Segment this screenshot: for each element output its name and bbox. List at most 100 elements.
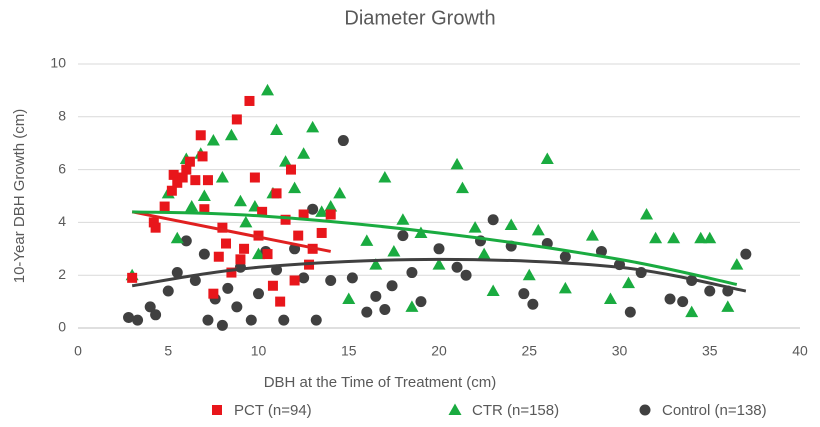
data-point	[239, 215, 253, 228]
data-point	[208, 288, 219, 299]
y-tick-label: 0	[58, 319, 66, 335]
data-point	[396, 213, 410, 225]
data-point	[721, 300, 735, 312]
data-point	[559, 251, 571, 263]
data-point	[172, 177, 183, 188]
data-point	[144, 301, 156, 313]
data-point	[522, 268, 536, 281]
data-point	[685, 305, 699, 318]
data-point	[325, 274, 337, 286]
data-point	[622, 276, 636, 289]
data-point	[206, 134, 220, 146]
data-point	[199, 204, 210, 215]
data-point	[288, 181, 302, 194]
legend-label: CTR (n=158)	[472, 402, 559, 419]
x-tick-label: 20	[431, 343, 447, 359]
y-tick-label: 4	[58, 213, 66, 229]
data-point	[432, 258, 446, 270]
y-tick-label: 6	[58, 160, 66, 176]
data-point	[298, 272, 310, 284]
data-point	[315, 205, 329, 217]
data-point	[184, 156, 195, 167]
data-point	[370, 290, 382, 302]
y-tick-label: 8	[58, 108, 66, 124]
trend-line	[131, 210, 331, 253]
data-point	[346, 272, 358, 284]
data-point	[527, 298, 539, 310]
data-point	[704, 285, 716, 297]
data-point	[486, 284, 500, 297]
data-point	[185, 200, 199, 212]
data-point	[450, 157, 464, 170]
data-point	[297, 147, 311, 159]
data-point	[132, 314, 144, 326]
data-point	[150, 309, 162, 321]
data-point	[249, 172, 260, 183]
data-point	[202, 314, 214, 326]
data-point	[217, 222, 228, 233]
data-point	[162, 285, 174, 297]
data-point	[397, 230, 409, 242]
legend-marker	[212, 405, 222, 415]
data-point	[215, 171, 229, 183]
data-point	[289, 275, 300, 286]
data-point	[531, 223, 545, 236]
data-point	[406, 267, 418, 279]
data-point	[170, 231, 184, 244]
data-point	[386, 280, 398, 292]
data-point	[504, 218, 518, 231]
data-point	[202, 175, 213, 186]
data-point	[267, 280, 278, 291]
data-point	[387, 244, 401, 257]
data-point	[148, 217, 159, 228]
data-point	[518, 288, 530, 300]
data-point	[433, 243, 445, 255]
data-point	[740, 248, 752, 260]
data-point	[271, 188, 282, 199]
data-point	[150, 222, 161, 233]
data-point	[595, 245, 607, 257]
data-point	[239, 243, 250, 254]
data-point	[222, 282, 234, 294]
data-point	[181, 164, 192, 175]
data-point	[316, 227, 327, 238]
data-point	[177, 172, 188, 183]
data-point	[198, 248, 210, 260]
data-point	[325, 209, 336, 220]
data-point	[216, 319, 228, 331]
data-point	[280, 214, 291, 225]
data-point	[603, 292, 617, 304]
data-point	[233, 194, 247, 207]
data-point	[159, 201, 170, 212]
data-point	[664, 293, 676, 305]
data-point	[477, 247, 491, 260]
data-point	[244, 95, 255, 106]
data-point	[361, 306, 373, 318]
data-point	[231, 301, 243, 313]
x-tick-label: 30	[612, 343, 628, 359]
y-tick-label: 10	[50, 55, 66, 71]
data-point	[197, 189, 211, 201]
data-point	[279, 155, 293, 167]
data-point	[360, 234, 374, 246]
data-point	[451, 261, 463, 273]
data-point	[278, 314, 290, 326]
data-point	[369, 258, 383, 270]
data-point	[224, 128, 238, 141]
data-point	[257, 206, 268, 217]
x-tick-label: 25	[521, 343, 537, 359]
data-point	[703, 231, 717, 244]
x-tick-label: 0	[74, 343, 82, 359]
legend-marker	[639, 404, 651, 416]
data-point	[123, 311, 135, 323]
data-point	[226, 267, 237, 278]
data-point	[540, 152, 554, 165]
data-point	[171, 267, 183, 279]
data-point	[261, 83, 275, 96]
x-tick-label: 35	[702, 343, 718, 359]
data-point	[253, 288, 264, 300]
data-point	[468, 221, 482, 233]
legend-label: PCT (n=94)	[234, 402, 312, 419]
data-point	[333, 186, 347, 199]
